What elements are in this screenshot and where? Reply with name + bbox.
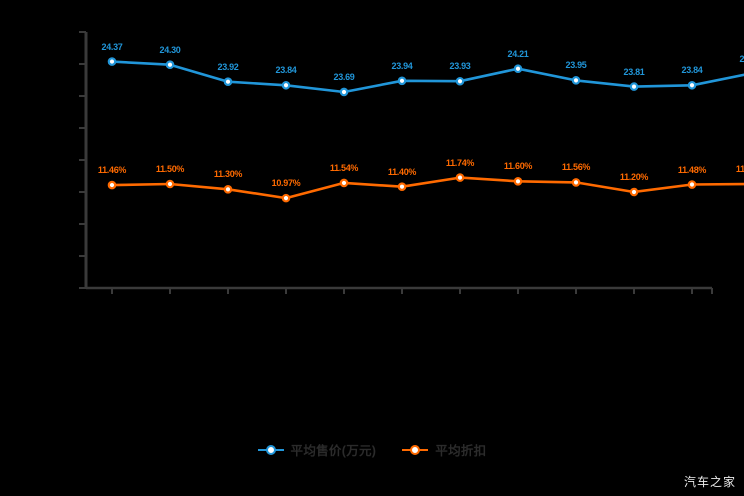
data-point[interactable]	[397, 76, 407, 86]
series-line-discount	[110, 176, 744, 200]
data-point[interactable]	[629, 187, 639, 197]
data-point[interactable]	[455, 173, 465, 182]
chart-legend: 平均售价(万元) 平均折扣	[0, 440, 744, 459]
data-point[interactable]	[107, 57, 117, 66]
data-point[interactable]	[571, 76, 581, 85]
legend-label-price: 平均售价(万元)	[290, 444, 377, 458]
legend-item-discount[interactable]: 平均折扣	[402, 440, 486, 459]
data-point[interactable]	[687, 80, 697, 90]
data-point[interactable]	[629, 82, 639, 91]
data-point[interactable]	[107, 180, 117, 190]
data-point[interactable]	[687, 180, 697, 189]
data-point[interactable]	[339, 178, 349, 188]
legend-marker-orange-circle-icon	[402, 444, 429, 456]
data-point[interactable]	[223, 185, 233, 194]
data-point[interactable]	[339, 87, 349, 97]
x-axis-ticks	[111, 288, 713, 294]
axis-group	[84, 32, 712, 290]
data-point[interactable]	[513, 177, 523, 186]
watermark-autohome: 汽车之家	[683, 475, 736, 489]
series-points-price	[107, 57, 697, 97]
data-point[interactable]	[281, 193, 291, 203]
data-point[interactable]	[397, 182, 407, 191]
data-point[interactable]	[281, 80, 291, 90]
legend-label-discount: 平均折扣	[435, 444, 487, 458]
legend-marker-blue-circle-icon	[257, 444, 284, 456]
data-point[interactable]	[571, 178, 581, 187]
y-axis-ticks	[79, 31, 86, 289]
series-points-discount	[107, 173, 697, 203]
data-point[interactable]	[165, 179, 175, 189]
data-point[interactable]	[165, 60, 175, 70]
data-point[interactable]	[513, 64, 523, 74]
legend-item-price[interactable]: 平均售价(万元)	[257, 440, 377, 459]
data-point[interactable]	[455, 76, 465, 86]
data-point[interactable]	[223, 77, 233, 86]
series-line-price	[110, 60, 744, 94]
